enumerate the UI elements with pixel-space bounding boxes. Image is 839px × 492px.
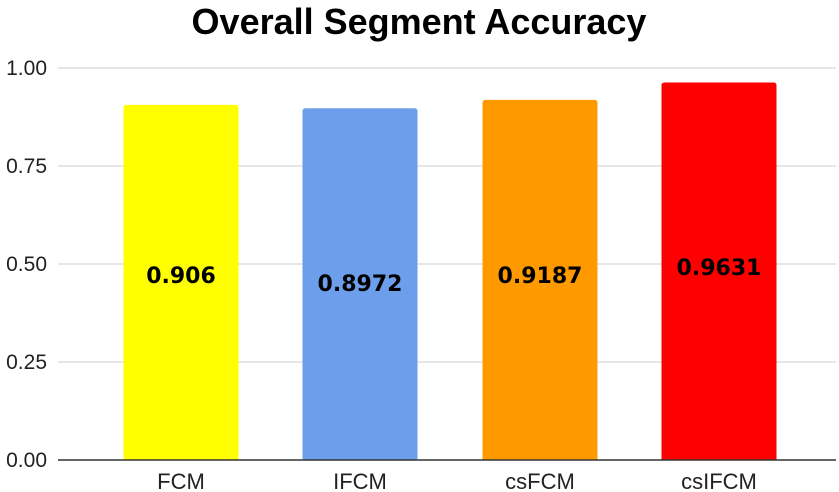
axes: 0.00 0.25 0.50 0.75 1.00 FCM IFCM csFCM csIFCM xyxy=(6,57,836,492)
bar-fcm xyxy=(123,104,239,461)
x-tick-label-ifcm: IFCM xyxy=(333,469,387,492)
data-labels: 0.906 0.8972 0.9187 0.9631 xyxy=(146,256,761,297)
y-tick-label-3: 0.75 xyxy=(6,155,47,178)
data-label-csifcm: 0.9631 xyxy=(677,256,762,281)
bars xyxy=(123,82,777,461)
x-tick-label-fcm: FCM xyxy=(157,469,205,492)
bar-ifcm xyxy=(302,108,418,460)
y-tick-label-2: 0.50 xyxy=(6,253,47,276)
data-label-ifcm: 0.8972 xyxy=(318,272,403,297)
bar-csfcm xyxy=(482,99,598,460)
chart-title: Overall Segment Accuracy xyxy=(192,1,647,42)
x-tick-label-csfcm: csFCM xyxy=(505,469,575,492)
data-label-csfcm: 0.9187 xyxy=(498,264,583,289)
y-tick-label-1: 0.25 xyxy=(6,351,47,374)
x-tick-label-csifcm: csIFCM xyxy=(681,469,757,492)
y-tick-label-0: 0.00 xyxy=(6,449,47,472)
bar-csifcm xyxy=(661,82,777,461)
y-tick-label-4: 1.00 xyxy=(6,57,47,80)
data-label-fcm: 0.906 xyxy=(146,264,216,289)
